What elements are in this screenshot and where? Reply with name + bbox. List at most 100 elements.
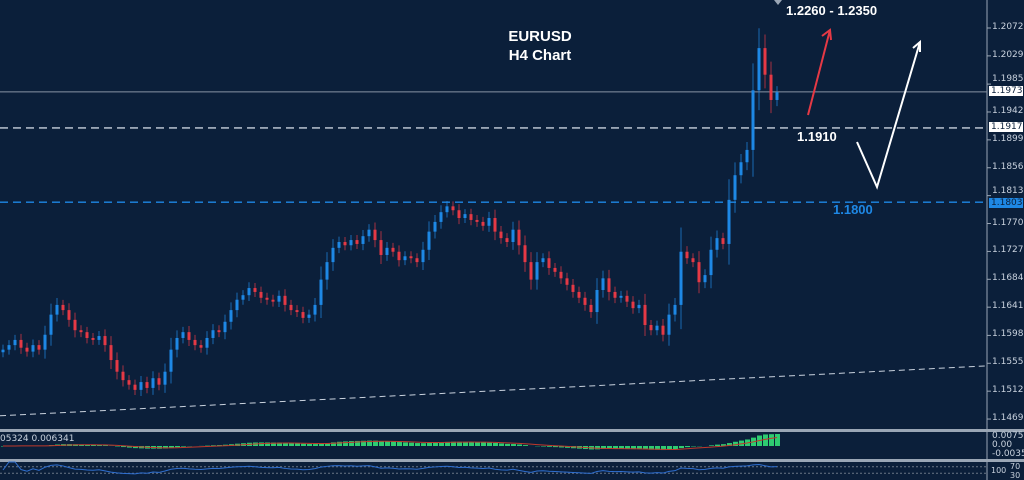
macd-histogram-bar xyxy=(175,446,180,448)
macd-histogram-bar xyxy=(763,434,768,446)
candle-body xyxy=(481,221,485,226)
candle-body xyxy=(415,258,419,263)
macd-histogram-bar xyxy=(463,441,468,446)
candle-body xyxy=(253,288,257,292)
candle-body xyxy=(55,304,59,315)
candle-body xyxy=(349,240,353,246)
candle-body xyxy=(355,240,359,244)
moving-average-line xyxy=(0,365,988,417)
candle-body xyxy=(175,337,179,350)
candle-body xyxy=(583,297,587,305)
price-axis-tick: 1.18565 xyxy=(992,161,1024,172)
candle-body xyxy=(739,162,743,176)
chart-title-timeframe: H4 Chart xyxy=(508,47,572,64)
candle-body xyxy=(373,229,377,241)
candle-body xyxy=(601,278,605,290)
candle-body xyxy=(685,251,689,259)
macd-histogram-bar xyxy=(409,442,414,446)
macd-histogram-bar xyxy=(103,445,108,446)
candle-body xyxy=(673,304,677,315)
candle-body xyxy=(511,229,515,243)
macd-histogram-bar xyxy=(391,441,396,446)
candle-body xyxy=(391,247,395,252)
candle-body xyxy=(517,229,521,246)
candle-body xyxy=(79,330,83,333)
macd-histogram-bar xyxy=(469,441,474,446)
macd-histogram-bar xyxy=(343,441,348,446)
macd-histogram-bar xyxy=(127,446,132,448)
candle-body xyxy=(679,251,683,305)
macd-histogram-bar xyxy=(547,446,552,447)
macd-histogram-bar xyxy=(163,446,168,449)
candle-body xyxy=(463,214,467,219)
macd-histogram-bar xyxy=(295,443,300,446)
level-annotation-1800: 1.1800 xyxy=(833,202,873,217)
candle-body xyxy=(643,304,647,326)
macd-tick-zero: 0.00 xyxy=(992,440,1013,450)
macd-histogram-bar xyxy=(457,441,462,446)
candle-body xyxy=(589,304,593,313)
candle-body xyxy=(745,149,749,163)
candle-body xyxy=(445,206,449,213)
macd-histogram-bar xyxy=(631,446,636,450)
macd-histogram-bar xyxy=(385,441,390,446)
price-axis-tick: 1.19425 xyxy=(992,105,1024,116)
macd-histogram-bar xyxy=(559,446,564,448)
macd-histogram-bar xyxy=(607,446,612,449)
candle-body xyxy=(73,319,77,331)
macd-histogram-bar xyxy=(181,446,186,447)
candle-body xyxy=(91,337,95,340)
macd-histogram-bar xyxy=(121,446,126,448)
macd-histogram-bar xyxy=(97,445,102,446)
macd-histogram-bar xyxy=(775,434,780,446)
macd-histogram-bar xyxy=(325,443,330,446)
candle-body xyxy=(247,288,251,296)
macd-histogram-bar xyxy=(415,443,420,446)
candle-body xyxy=(547,258,551,268)
price-axis-tick: 1.15550 xyxy=(992,357,1024,368)
macd-histogram-bar xyxy=(91,444,96,446)
candle-body xyxy=(451,206,455,211)
candle-body xyxy=(229,310,233,322)
macd-histogram-bar xyxy=(259,442,264,446)
candle-body xyxy=(379,240,383,255)
price-axis-tick: 1.16845 xyxy=(992,273,1024,284)
level-tag-2: 1.18034 xyxy=(989,198,1024,208)
candle-body xyxy=(13,339,17,346)
macd-histogram-bar xyxy=(277,442,282,446)
candle-body xyxy=(277,295,281,302)
candle-body xyxy=(271,299,275,302)
macd-histogram-bar xyxy=(85,444,90,446)
candle-body xyxy=(763,48,767,75)
macd-histogram-bar xyxy=(505,443,510,446)
candle-body xyxy=(331,247,335,263)
macd-histogram-bar xyxy=(601,446,606,450)
target-annotation: 1.2260 - 1.2350 xyxy=(786,3,878,18)
candle-body xyxy=(169,349,173,372)
candle-body xyxy=(49,314,53,335)
macd-tick-min: -0.00354 xyxy=(992,449,1024,459)
candle-body xyxy=(289,304,293,311)
macd-histogram-bar xyxy=(517,444,522,446)
candle-body xyxy=(37,345,41,350)
macd-histogram-bar xyxy=(715,444,720,446)
candle-body xyxy=(211,330,215,338)
candle-body xyxy=(613,291,617,298)
price-axis-tick: 1.18135 xyxy=(992,186,1024,196)
current-price-tag: 1.19735 xyxy=(989,86,1024,96)
candle-body xyxy=(607,278,611,292)
candle-body xyxy=(157,378,161,385)
macd-histogram-bar xyxy=(685,446,690,448)
candle-body xyxy=(145,382,149,388)
macd-histogram-bar xyxy=(439,442,444,446)
macd-histogram-bar xyxy=(313,444,318,446)
candle-body xyxy=(571,284,575,292)
candle-body xyxy=(133,384,137,390)
candle-body xyxy=(313,304,317,315)
candle-body xyxy=(259,291,263,298)
macd-signal-line xyxy=(2,437,778,450)
red-arrowhead-icon xyxy=(821,28,832,41)
candle-body xyxy=(367,229,371,237)
candle-body xyxy=(319,279,323,305)
